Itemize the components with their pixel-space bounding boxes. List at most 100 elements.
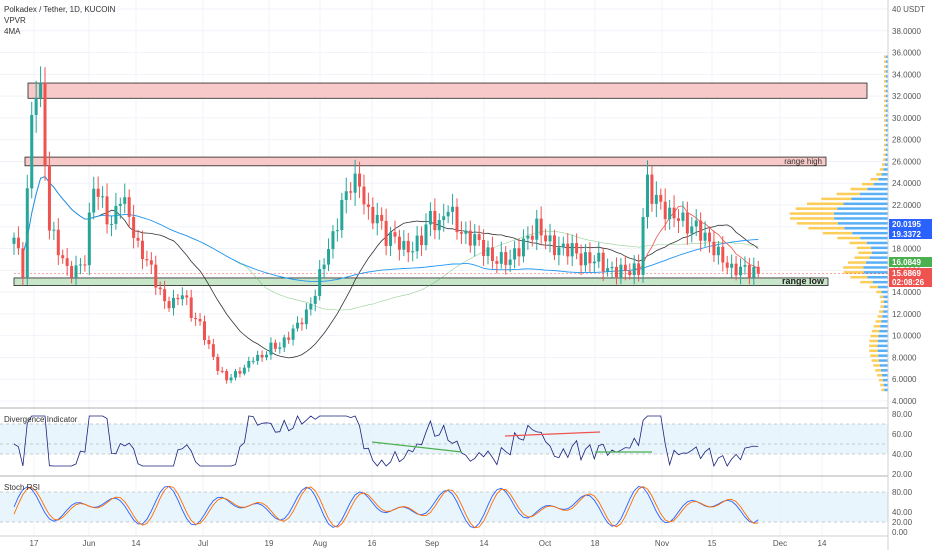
candle-body	[242, 367, 246, 374]
candle-body	[623, 264, 627, 272]
candle-body	[353, 173, 357, 193]
price-tick-label: 8.0000	[892, 353, 917, 362]
candle-body	[366, 204, 370, 207]
candle-body	[300, 322, 304, 325]
vp-bar-down	[875, 369, 881, 372]
price-zones	[13, 82, 868, 286]
candle-body	[730, 263, 734, 268]
candle-body	[397, 236, 401, 250]
price-tick-label: 14.0000	[892, 288, 921, 297]
vp-bar-up	[885, 99, 888, 103]
candle-body	[278, 347, 282, 349]
candle-body	[552, 235, 556, 256]
candle-body	[473, 234, 477, 246]
candle-body	[211, 344, 215, 357]
candle-body	[43, 82, 47, 166]
zone-2	[13, 277, 829, 286]
candle-body	[588, 252, 592, 264]
candle-body	[251, 360, 255, 362]
vp-bar-down	[789, 212, 834, 215]
candle-body	[247, 360, 251, 368]
vp-bar-down	[847, 261, 866, 264]
vp-bar-down	[870, 354, 879, 357]
vp-bar-down	[871, 329, 880, 333]
vp-bar-up	[879, 329, 888, 333]
candle-body	[645, 174, 649, 218]
candle-body	[123, 197, 127, 204]
vp-bar-up	[882, 315, 888, 318]
price-tick-label: 22.0000	[892, 201, 921, 210]
price-tick-label: 30.0000	[892, 114, 921, 123]
candle-body	[694, 220, 698, 227]
time-tick-label: 14	[132, 539, 141, 548]
vp-bar-up	[883, 305, 888, 308]
vp-bar-down	[796, 222, 838, 225]
vp-bar-up	[883, 383, 888, 387]
candle-body	[47, 165, 51, 231]
vp-bar-up	[863, 266, 888, 269]
candle-body	[699, 220, 703, 241]
candle-body	[198, 319, 202, 322]
vp-bar-down	[884, 80, 886, 83]
candle-body	[628, 271, 632, 276]
vp-bar-down	[879, 295, 884, 299]
candle-body	[606, 268, 610, 272]
candle-body	[734, 263, 738, 276]
vp-bar-down	[883, 158, 886, 161]
candle-body	[468, 230, 472, 246]
price-axis[interactable]: 40 USDT 38.0000 36.0000 34.0000 32.0000 30.00…	[892, 5, 925, 537]
candle-body	[371, 206, 375, 224]
vp-bar-down	[873, 325, 881, 328]
candle-body	[521, 238, 525, 257]
vp-bar-down	[843, 266, 864, 269]
candle-body	[415, 235, 419, 252]
candle-body	[176, 297, 180, 300]
vp-bar-down	[869, 339, 878, 343]
vp-bar-down	[861, 182, 874, 186]
vp-bar-down	[876, 173, 882, 176]
stoch-title[interactable]: Stoch RSI	[4, 483, 40, 492]
vp-bar-down	[871, 359, 879, 362]
bull-divergence	[371, 441, 463, 453]
candle-body	[610, 266, 614, 269]
vp-bar-up	[878, 359, 888, 362]
candle-body	[446, 211, 450, 217]
vp-bar-down	[858, 251, 872, 255]
vp-bar-up	[837, 207, 888, 210]
time-axis[interactable]: 17 Jun 14 Jul 19 Aug 16 Sep 14 Oct 18 Nov 15 Dec 14	[30, 539, 827, 548]
ma-label[interactable]: 4MA	[4, 27, 21, 36]
candle-body	[260, 354, 264, 358]
vp-bar-down	[808, 227, 845, 230]
vp-bar-down	[883, 124, 886, 127]
vp-bar-down	[883, 114, 886, 117]
vp-bar-up	[877, 349, 888, 353]
vp-bar-up	[852, 231, 888, 235]
vp-bar-up	[837, 222, 888, 225]
divergence-title[interactable]: Divergence Indicator	[4, 415, 78, 424]
time-tick-label: 19	[265, 539, 274, 548]
candle-body	[530, 235, 534, 240]
candle-body	[495, 261, 499, 264]
price-tick-label: 26.0000	[892, 157, 921, 166]
vp-bar-up	[885, 129, 888, 132]
vp-bar-up	[884, 388, 888, 392]
candle-body	[145, 259, 149, 261]
time-tick-label: 18	[591, 539, 600, 548]
vp-bar-up	[885, 109, 888, 112]
candle-body	[380, 214, 384, 221]
price-tick-label: 32.0000	[892, 92, 921, 101]
vp-bar-up	[882, 374, 888, 377]
stoch-tick-label: 20.00	[892, 518, 913, 527]
vpvr-label[interactable]: VPVR	[4, 16, 26, 25]
candle-body	[273, 342, 277, 349]
vp-bar-down	[878, 378, 883, 382]
candle-body	[127, 197, 131, 217]
stoch-tick-label: 80.00	[892, 488, 913, 497]
candle-body	[513, 248, 517, 260]
price-tick-label: 18.0000	[892, 245, 921, 254]
vp-bar-up	[867, 187, 888, 191]
vp-bar-down	[884, 70, 886, 73]
vp-bar-up	[885, 114, 888, 117]
